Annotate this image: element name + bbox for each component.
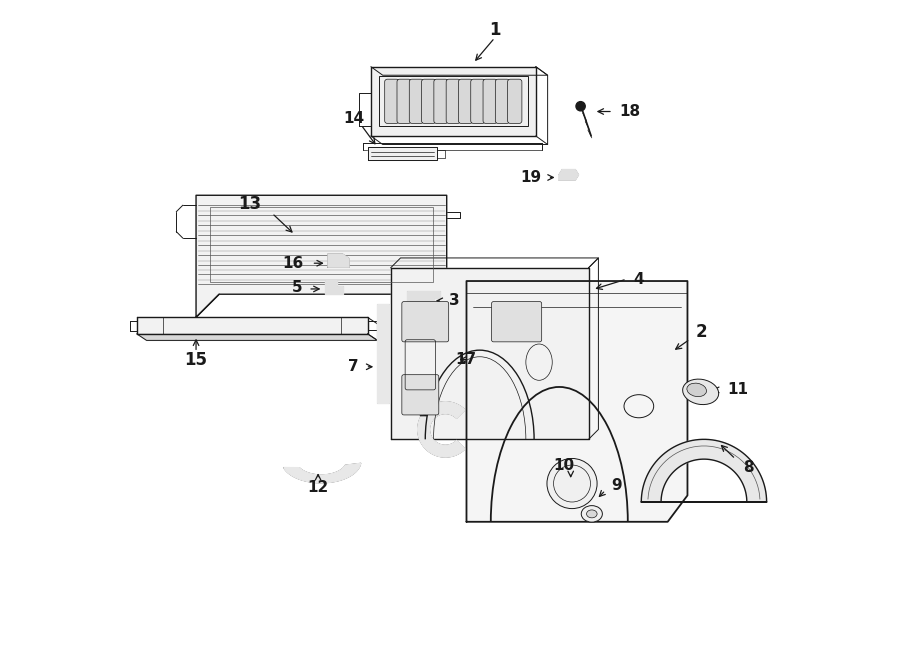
Text: 5: 5 bbox=[292, 280, 302, 295]
FancyBboxPatch shape bbox=[483, 79, 498, 124]
Text: 17: 17 bbox=[455, 352, 476, 367]
Text: 4: 4 bbox=[634, 272, 644, 287]
FancyBboxPatch shape bbox=[491, 301, 542, 342]
Polygon shape bbox=[325, 280, 343, 294]
Text: 10: 10 bbox=[553, 457, 574, 473]
FancyBboxPatch shape bbox=[401, 301, 449, 342]
Text: 18: 18 bbox=[619, 104, 641, 119]
Text: 15: 15 bbox=[184, 350, 208, 369]
Polygon shape bbox=[367, 147, 436, 161]
FancyBboxPatch shape bbox=[434, 79, 448, 124]
FancyBboxPatch shape bbox=[458, 79, 473, 124]
Polygon shape bbox=[466, 281, 688, 522]
Text: 16: 16 bbox=[283, 256, 303, 271]
FancyBboxPatch shape bbox=[446, 79, 461, 124]
Text: 1: 1 bbox=[489, 21, 500, 40]
Polygon shape bbox=[559, 170, 579, 180]
Text: 19: 19 bbox=[520, 170, 541, 185]
FancyBboxPatch shape bbox=[397, 79, 411, 124]
Polygon shape bbox=[328, 254, 349, 267]
Text: 12: 12 bbox=[308, 480, 328, 495]
FancyBboxPatch shape bbox=[410, 79, 424, 124]
Text: 3: 3 bbox=[449, 293, 459, 308]
FancyBboxPatch shape bbox=[495, 79, 509, 124]
Ellipse shape bbox=[683, 379, 718, 405]
Polygon shape bbox=[137, 334, 377, 340]
Text: 14: 14 bbox=[344, 110, 364, 126]
Circle shape bbox=[547, 459, 597, 508]
Text: 6: 6 bbox=[404, 402, 415, 417]
Text: 13: 13 bbox=[238, 195, 261, 213]
FancyBboxPatch shape bbox=[421, 79, 436, 124]
Text: 9: 9 bbox=[611, 478, 622, 493]
Polygon shape bbox=[284, 463, 361, 483]
Polygon shape bbox=[196, 195, 446, 317]
Circle shape bbox=[576, 102, 585, 111]
FancyBboxPatch shape bbox=[508, 79, 522, 124]
FancyBboxPatch shape bbox=[384, 79, 399, 124]
Ellipse shape bbox=[587, 510, 597, 518]
Polygon shape bbox=[391, 268, 589, 440]
Text: 8: 8 bbox=[742, 460, 753, 475]
Polygon shape bbox=[418, 402, 465, 457]
Polygon shape bbox=[407, 291, 440, 307]
Text: 2: 2 bbox=[696, 323, 707, 342]
Polygon shape bbox=[371, 67, 536, 136]
Text: 7: 7 bbox=[348, 360, 359, 374]
Polygon shape bbox=[642, 440, 767, 502]
Ellipse shape bbox=[687, 383, 707, 397]
FancyBboxPatch shape bbox=[401, 375, 439, 415]
Polygon shape bbox=[137, 317, 367, 334]
Text: 11: 11 bbox=[727, 382, 748, 397]
Ellipse shape bbox=[581, 506, 602, 522]
FancyBboxPatch shape bbox=[471, 79, 485, 124]
Polygon shape bbox=[377, 304, 390, 403]
